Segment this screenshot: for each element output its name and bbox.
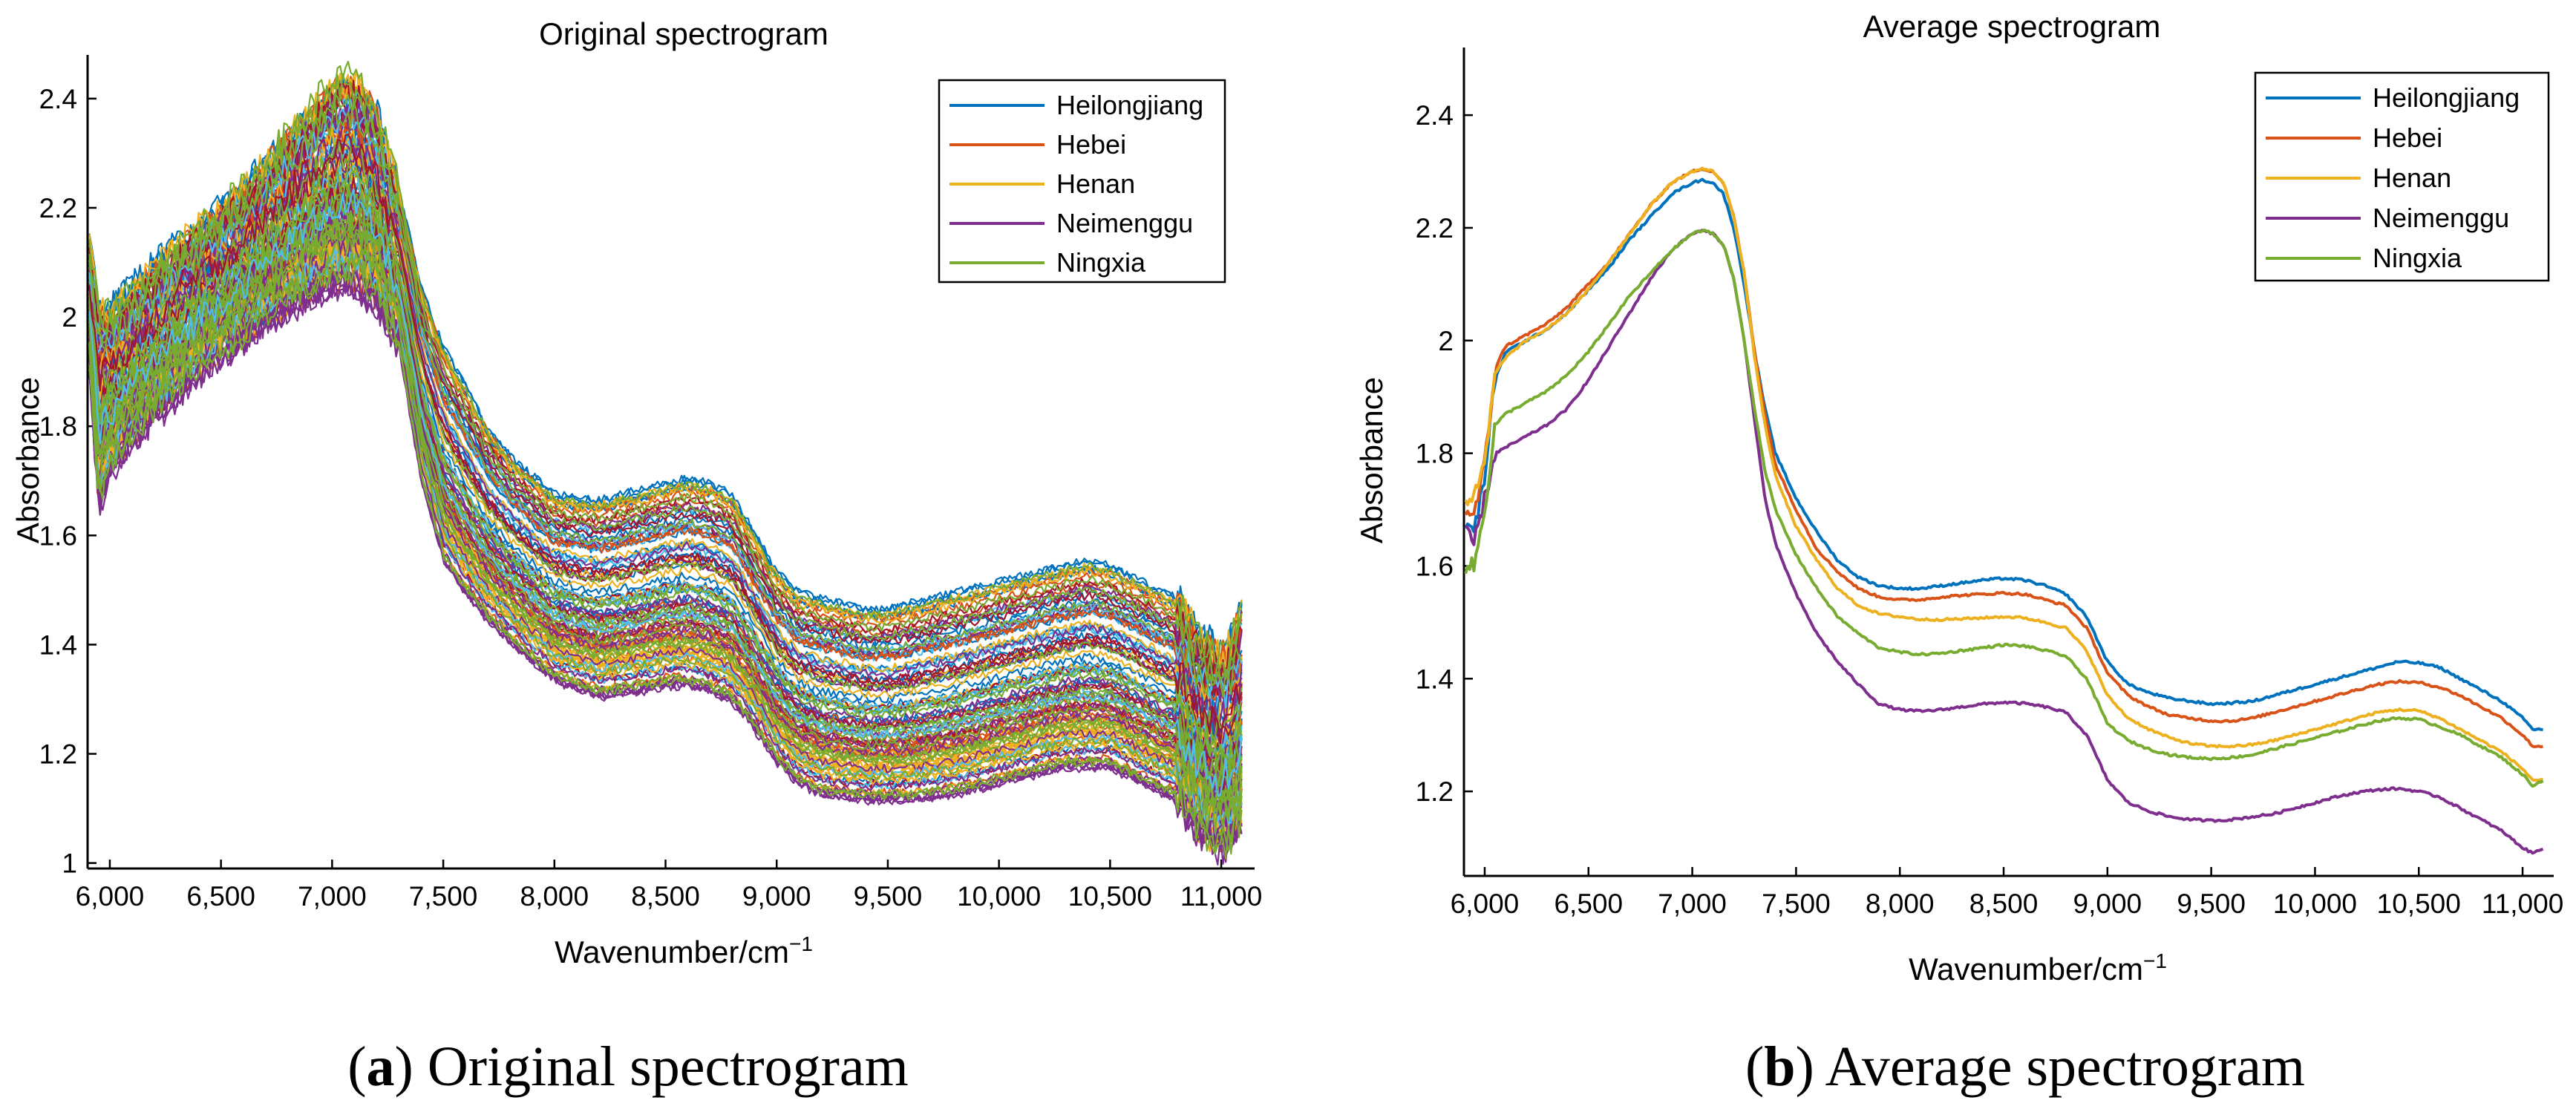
panel-b-caption: (b) Average spectrogram bbox=[1745, 1036, 2305, 1098]
panel-b-ytick-label: 1.4 bbox=[1416, 664, 1454, 694]
legend-label-neimenggu: Neimenggu bbox=[2373, 203, 2509, 233]
legend-label-henan: Henan bbox=[2373, 163, 2451, 193]
panel-b-series-neimenggu bbox=[1464, 229, 2544, 855]
panel-a-ytick-label: 2.2 bbox=[39, 193, 77, 223]
panel-a-ytick-label: 1 bbox=[62, 848, 77, 879]
legend-label-ningxia: Ningxia bbox=[2373, 243, 2462, 273]
panel-a-series-ningxia-sample bbox=[88, 219, 1243, 817]
panel-a-xtick-label: 9,500 bbox=[854, 881, 923, 912]
panel-a-xtick-label: 10,000 bbox=[957, 881, 1041, 912]
panel-a-caption-text: Original spectrogram bbox=[428, 1036, 909, 1098]
panel-b-ytick-label: 2 bbox=[1438, 326, 1454, 356]
panel-a-series-ningxia-sample bbox=[88, 200, 1243, 792]
panel-a-ytick-label: 1.8 bbox=[39, 411, 77, 442]
panel-a-ytick-label: 1.4 bbox=[39, 629, 77, 660]
panel-b-series-henan bbox=[1464, 166, 2543, 782]
panel-b-xlabel: Wavenumber/cm−1 bbox=[1909, 949, 2167, 987]
panel-a-xlabel-text: Wavenumber/cm bbox=[555, 935, 789, 969]
legend-label-hebei: Hebei bbox=[2373, 122, 2442, 153]
panel-b-caption-label: b bbox=[1764, 1036, 1795, 1098]
panel-b-xtick-label: 6,000 bbox=[1451, 889, 1520, 919]
panel-a-xtick-label: 10,500 bbox=[1068, 881, 1152, 912]
panel-b-plot-area: 6,000 6,500 7,000 7,500 8,000 8,500 9,000 9,500… bbox=[1416, 48, 2563, 919]
panel-b-xtick-label: 11,000 bbox=[2482, 889, 2563, 919]
panel-b-xlabel-text: Wavenumber/cm bbox=[1909, 952, 2143, 987]
panel-b-legend: Heilongjiang Hebei Henan Neimenggu Ningxia bbox=[2254, 71, 2550, 282]
panel-b-xtick-label: 7,500 bbox=[1762, 889, 1831, 919]
panel-a-original-spectrogram: Original spectrogram 6,000 6,500 7,000 7,50… bbox=[10, 16, 1262, 1098]
panel-a-series-ningxia-sample bbox=[88, 98, 1243, 709]
panel-a-xtick-label: 7,000 bbox=[298, 881, 367, 912]
legend-label-ningxia: Ningxia bbox=[1056, 247, 1146, 278]
legend-label-hebei: Hebei bbox=[1056, 129, 1126, 160]
legend-label-henan: Henan bbox=[1056, 169, 1135, 199]
panel-a-caption: (a) Original spectrogram bbox=[347, 1036, 909, 1098]
panel-b-average-spectrogram: Average spectrogram 6,000 6,500 7,000 7,500… bbox=[1354, 9, 2563, 1098]
panel-b-average-curves bbox=[1464, 166, 2544, 855]
panel-a-series-ningxia-sample bbox=[88, 188, 1243, 797]
legend-label-neimenggu: Neimenggu bbox=[1056, 208, 1193, 238]
panel-a-xtick-label: 9,000 bbox=[742, 881, 811, 912]
panel-a-series-neimenggu-sample bbox=[88, 271, 1243, 866]
panel-a-xtick-label: 8,500 bbox=[631, 881, 700, 912]
panel-b-xtick-label: 9,000 bbox=[2073, 889, 2142, 919]
panel-b-ytick-label: 1.6 bbox=[1416, 551, 1454, 581]
panel-a-series-ningxia-sample bbox=[88, 133, 1243, 745]
panel-b-xtick-label: 10,500 bbox=[2377, 889, 2461, 919]
panel-a-ytick-label: 2.4 bbox=[39, 84, 77, 114]
panel-b-ytick-label: 1.8 bbox=[1416, 439, 1454, 469]
panel-a-xtick-label: 11,000 bbox=[1180, 881, 1262, 912]
panel-b-xtick-label: 9,500 bbox=[2177, 889, 2246, 919]
panel-a-plot-area: 6,000 6,500 7,000 7,500 8,000 8,500 9,000 9,500… bbox=[39, 55, 1262, 912]
panel-a-caption-label: a bbox=[367, 1036, 395, 1098]
panel-b-series-ningxia bbox=[1464, 229, 2544, 788]
panel-a-series-ningxia-sample bbox=[88, 99, 1243, 698]
panel-a-series-neimenggu-sample bbox=[88, 255, 1243, 847]
panel-a-series-ningxia-sample bbox=[88, 209, 1243, 803]
panel-a-ylabel: Absorbance bbox=[10, 377, 45, 543]
panel-a-legend: Heilongjiang Hebei Henan Neimenggu Ningxia bbox=[938, 79, 1226, 284]
panel-b-xtick-label: 7,000 bbox=[1658, 889, 1727, 919]
panel-a-xlabel-sup: −1 bbox=[789, 932, 813, 955]
panel-a-series-ningxia-sample bbox=[88, 165, 1243, 771]
panel-b-xlabel-sup: −1 bbox=[2143, 949, 2167, 972]
panel-b-caption-text: Average spectrogram bbox=[1825, 1036, 2305, 1098]
panel-b-xtick-label: 8,500 bbox=[1969, 889, 2039, 919]
panel-b-xtick-label: 10,000 bbox=[2273, 889, 2357, 919]
legend-box bbox=[938, 79, 1226, 284]
panel-b-ytick-label: 2.4 bbox=[1416, 100, 1454, 131]
panel-b-ytick-label: 1.2 bbox=[1416, 776, 1454, 807]
panel-a-series-henan-sample bbox=[88, 126, 1243, 730]
panel-b-xtick-label: 6,500 bbox=[1554, 889, 1623, 919]
panel-a-xlabel: Wavenumber/cm−1 bbox=[555, 932, 813, 969]
panel-a-ytick-label: 2 bbox=[62, 302, 77, 333]
panel-a-series-ningxia-sample bbox=[88, 73, 1243, 681]
panel-a-xtick-label: 6,000 bbox=[76, 881, 145, 912]
panel-a-ytick-label: 1.2 bbox=[39, 739, 77, 770]
panel-a-title: Original spectrogram bbox=[539, 16, 828, 51]
panel-a-xtick-label: 7,500 bbox=[409, 881, 478, 912]
panel-b-ylabel: Absorbance bbox=[1354, 377, 1389, 543]
panel-a-ytick-label: 1.6 bbox=[39, 520, 77, 551]
panel-a-xtick-label: 6,500 bbox=[186, 881, 255, 912]
panel-b-xtick-label: 8,000 bbox=[1866, 889, 1935, 919]
panel-a-series-neimenggu-sample bbox=[88, 146, 1243, 748]
panel-b-title: Average spectrogram bbox=[1863, 9, 2161, 44]
panel-a-xtick-label: 8,000 bbox=[520, 881, 589, 912]
panel-a-sample-curves bbox=[88, 60, 1243, 866]
legend-label-heilongjiang: Heilongjiang bbox=[2373, 82, 2520, 113]
panel-b-ytick-label: 2.2 bbox=[1416, 213, 1454, 243]
panel-b-series-heilongjiang bbox=[1464, 177, 2543, 732]
panel-a-series-ningxia-sample bbox=[88, 170, 1243, 778]
panel-a-series-ningxia-sample bbox=[88, 253, 1243, 855]
legend-label-heilongjiang: Heilongjiang bbox=[1056, 90, 1203, 120]
panel-a-series-neimenggu-sample bbox=[88, 138, 1243, 735]
